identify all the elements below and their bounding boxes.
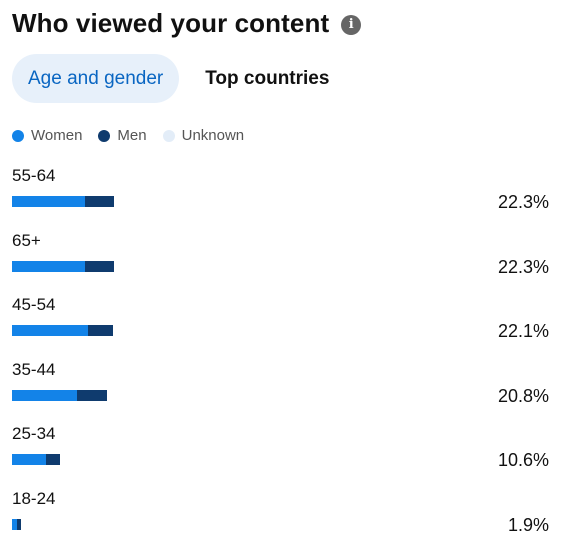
age-row: 35-44 20.8% xyxy=(12,360,552,425)
legend-item-men: Men xyxy=(98,127,147,144)
age-range-label: 45-54 xyxy=(12,295,56,315)
age-range-label: 35-44 xyxy=(12,359,56,379)
percentage-value: 22.1% xyxy=(497,321,549,342)
legend-item-women: Women xyxy=(12,127,82,144)
age-breakdown-list: 55-64 22.3% 65+ 22.3% 45-54 22.1% 35-44 20.8% 25… xyxy=(12,166,552,554)
percentage-value: 22.3% xyxy=(497,256,549,277)
stacked-bar xyxy=(12,389,107,401)
stacked-bar xyxy=(12,454,60,466)
age-row: 25-34 10.6% xyxy=(12,424,552,489)
bar-segment-men xyxy=(88,325,113,337)
chart-legend: Women Men Unknown xyxy=(12,127,260,144)
page-title: Who viewed your content xyxy=(12,8,330,38)
legend-label-unknown: Unknown xyxy=(181,127,245,144)
age-range-label: 18-24 xyxy=(12,488,56,508)
percentage-value: 10.6% xyxy=(497,450,549,471)
bar-segment-women xyxy=(12,260,85,272)
stacked-bar xyxy=(12,518,21,530)
age-row: 65+ 22.3% xyxy=(12,231,552,296)
legend-dot-unknown xyxy=(162,129,175,142)
section-header: Who viewed your content i xyxy=(12,8,362,39)
percentage-value: 22.3% xyxy=(497,192,549,212)
stacked-bar xyxy=(12,196,114,207)
legend-dot-women xyxy=(12,129,24,142)
bar-segment-women xyxy=(12,196,85,207)
percentage-value: 1.9% xyxy=(507,514,549,535)
tab-age-and-gender[interactable]: Age and gender xyxy=(12,54,180,103)
age-row: 18-24 1.9% xyxy=(12,489,552,554)
bar-segment-men xyxy=(85,196,114,207)
age-row: 55-64 22.3% xyxy=(12,166,552,231)
legend-label-men: Men xyxy=(117,127,147,144)
age-row: 45-54 22.1% xyxy=(12,295,552,360)
tab-bar: Age and gender Top countries xyxy=(12,54,345,103)
bar-segment-men xyxy=(85,260,114,272)
bar-segment-women xyxy=(12,389,77,401)
legend-dot-men xyxy=(98,129,111,142)
legend-label-women: Women xyxy=(31,127,83,144)
age-range-label: 25-34 xyxy=(12,424,56,444)
age-range-label: 65+ xyxy=(12,230,41,250)
legend-item-unknown: Unknown xyxy=(162,127,245,144)
bar-segment-men xyxy=(77,389,107,401)
percentage-value: 20.8% xyxy=(497,385,549,406)
bar-segment-women xyxy=(12,454,46,466)
bar-segment-women xyxy=(12,325,88,337)
info-icon[interactable]: i xyxy=(341,14,362,35)
stacked-bar xyxy=(12,260,114,272)
bar-segment-men xyxy=(46,454,60,466)
bar-segment-men xyxy=(17,518,21,530)
tab-top-countries[interactable]: Top countries xyxy=(205,67,330,89)
stacked-bar xyxy=(12,325,113,337)
bar-segment-women xyxy=(12,518,17,530)
age-range-label: 55-64 xyxy=(12,166,56,185)
